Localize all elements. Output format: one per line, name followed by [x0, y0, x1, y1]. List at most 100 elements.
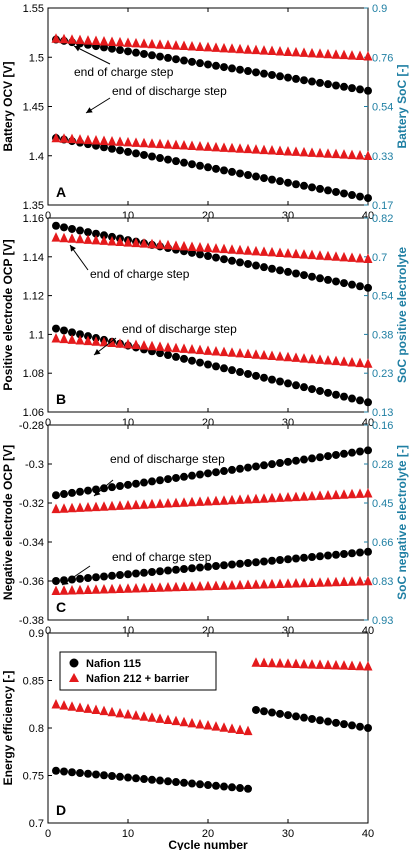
data-point-triangle: [171, 342, 181, 353]
data-point-circle: [76, 487, 84, 496]
data-point-circle: [164, 566, 172, 575]
data-point-triangle: [251, 245, 261, 256]
y-tick-label: 0.7: [29, 818, 44, 830]
data-point-circle: [164, 53, 172, 62]
y-right-tick-label: 0.17: [372, 200, 393, 212]
y-right-tick-label: 0.7: [372, 252, 387, 264]
data-point-circle: [308, 714, 316, 723]
data-point-triangle: [291, 46, 301, 57]
data-point-triangle: [155, 239, 165, 249]
annotation-text: end of discharge step: [112, 84, 227, 98]
data-point-triangle: [283, 658, 293, 668]
data-point-triangle: [91, 501, 101, 512]
y-tick-label: 1.35: [23, 200, 44, 212]
y-right-tick-label: 0.82: [372, 213, 393, 225]
y-tick-label: -0.36: [19, 576, 44, 588]
data-point-circle: [332, 390, 340, 399]
data-point-triangle: [83, 502, 93, 512]
data-point-triangle: [267, 657, 277, 668]
x-axis-label: Cycle number: [168, 838, 248, 850]
data-point-circle: [332, 277, 340, 286]
data-point-triangle: [235, 494, 245, 504]
y-tick-label: -0.3: [25, 459, 44, 471]
data-point-triangle: [139, 238, 149, 248]
data-point-triangle: [227, 723, 237, 733]
data-point-triangle: [171, 240, 181, 250]
data-point-triangle: [243, 725, 253, 736]
data-point-triangle: [267, 45, 277, 56]
data-point-triangle: [323, 355, 333, 365]
x-tick-label: 0: [45, 417, 51, 429]
data-point-triangle: [115, 707, 125, 718]
y-right-tick-label: 0.13: [372, 407, 393, 419]
data-point-circle: [156, 476, 164, 485]
data-point-circle: [276, 72, 284, 81]
data-point-triangle: [171, 497, 181, 508]
data-point-circle: [212, 562, 220, 570]
data-point-triangle: [219, 722, 229, 732]
data-point-triangle: [123, 500, 133, 510]
data-point-circle: [156, 567, 164, 576]
annotation-arrowhead: [94, 489, 101, 496]
data-point-triangle: [307, 659, 317, 669]
data-point-triangle: [59, 585, 69, 595]
data-point-triangle: [203, 41, 213, 52]
data-point-circle: [212, 164, 220, 173]
data-point-triangle: [139, 137, 149, 148]
plot-frame: [47, 7, 369, 206]
panel-b: 0 10 20 30 401.061.081.11.121.141.160.130.23…: [1, 213, 409, 429]
data-point-triangle: [219, 495, 229, 505]
data-point-triangle: [235, 244, 245, 255]
data-point-triangle: [107, 36, 117, 46]
data-point-circle: [244, 784, 252, 793]
data-point-circle: [348, 84, 356, 93]
data-point-triangle: [323, 490, 333, 500]
data-point-circle: [164, 777, 172, 786]
data-point-circle: [204, 562, 212, 571]
data-point-triangle: [283, 248, 293, 258]
data-point-triangle: [147, 138, 157, 148]
data-point-triangle: [67, 334, 77, 344]
data-point-triangle: [235, 143, 245, 153]
data-point-triangle: [347, 356, 357, 367]
data-point-triangle: [59, 133, 69, 143]
data-point-circle: [356, 282, 364, 291]
data-point-circle: [356, 722, 364, 731]
data-point-circle: [108, 571, 116, 580]
y-tick-label: -0.38: [19, 615, 44, 627]
data-point-circle: [284, 457, 292, 466]
data-point-circle: [324, 551, 332, 560]
data-point-triangle: [347, 50, 357, 60]
data-point-circle: [260, 373, 268, 382]
y-tick-label: 0.75: [23, 771, 44, 783]
data-point-triangle: [299, 353, 309, 363]
data-point-triangle: [131, 37, 141, 48]
data-point-circle: [236, 464, 244, 473]
data-point-circle: [252, 172, 260, 181]
data-point-circle: [300, 553, 308, 562]
data-point-triangle: [91, 234, 101, 245]
data-point-triangle: [275, 145, 285, 155]
data-point-circle: [236, 258, 244, 267]
data-point-triangle: [227, 43, 237, 53]
data-point-circle: [332, 81, 340, 90]
data-point-triangle: [227, 347, 237, 357]
data-point-triangle: [315, 659, 325, 669]
data-point-triangle: [203, 345, 213, 355]
data-point-triangle: [211, 345, 221, 356]
data-point-circle: [52, 221, 60, 230]
data-point-circle: [300, 455, 308, 464]
data-point-triangle: [131, 583, 141, 593]
data-point-circle: [212, 781, 220, 790]
y-right-tick-label: 0.93: [372, 615, 393, 627]
data-point-circle: [132, 48, 140, 57]
data-point-triangle: [363, 358, 373, 368]
data-point-triangle: [347, 149, 357, 160]
data-point-circle: [116, 146, 124, 155]
data-point-triangle: [59, 700, 69, 710]
data-point-triangle: [307, 577, 317, 587]
data-point-circle: [220, 364, 228, 373]
data-point-circle: [356, 396, 364, 405]
data-point-triangle: [75, 334, 85, 345]
data-point-triangle: [139, 711, 149, 721]
